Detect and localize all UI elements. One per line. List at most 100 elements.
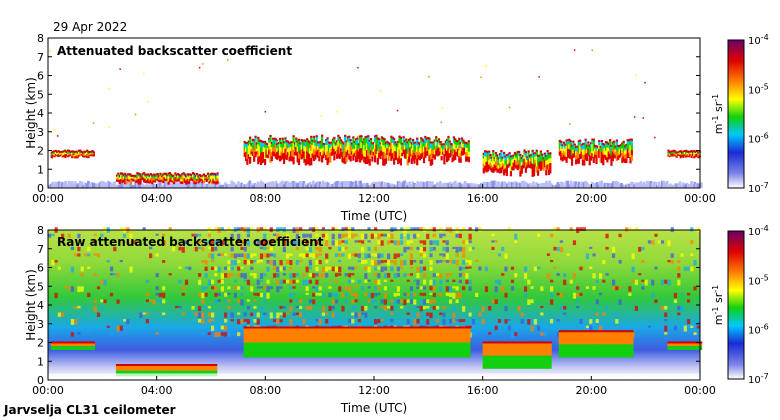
raw-noise-cell — [87, 253, 91, 257]
raw-noise-cell — [400, 266, 404, 269]
cloud-cell — [299, 150, 302, 155]
cloud-cell — [602, 144, 605, 150]
cloud-cell — [54, 154, 57, 156]
cloud-cell — [493, 167, 496, 172]
raw-cloud-top — [619, 330, 623, 333]
raw-cloud-top — [621, 330, 624, 333]
cloud-cell — [505, 165, 508, 171]
cloud-top-cell — [259, 139, 263, 142]
x-tick-label: 00:00 — [684, 384, 716, 397]
cloud-top-cell — [421, 138, 424, 141]
cloud-cell — [209, 175, 212, 178]
noise-dot — [480, 76, 482, 78]
cloud-cell — [285, 141, 288, 147]
cloud-cell — [365, 143, 369, 151]
raw-noise-cell — [230, 319, 234, 322]
raw-cloud-top — [190, 364, 193, 366]
raw-cloud-cell — [323, 342, 326, 358]
raw-cloud-top — [466, 326, 469, 329]
cloud-cell — [407, 151, 411, 158]
cloud-cell — [402, 141, 405, 146]
raw-noise-cell — [550, 299, 554, 305]
raw-noise-cell — [471, 319, 475, 325]
cloud-top-cell — [524, 151, 527, 154]
cloud-cell — [292, 136, 295, 144]
raw-noise-cell — [445, 253, 449, 260]
raw-noise-cell — [155, 332, 159, 335]
cloud-cell — [258, 156, 261, 162]
cloud-cell — [628, 149, 631, 154]
cloud-cell — [467, 141, 470, 147]
raw-cloud-cell — [581, 331, 585, 345]
cloud-cell — [484, 165, 487, 171]
raw-noise-cell — [162, 233, 166, 236]
raw-cloud-cell — [125, 365, 128, 371]
cloud-cell — [617, 152, 620, 157]
noise-dot — [569, 123, 571, 125]
cloud-top-cell — [503, 151, 506, 154]
raw-noise-cell — [321, 305, 326, 312]
raw-cloud-top — [148, 364, 151, 366]
raw-noise-cell — [462, 260, 466, 265]
raw-surface-cell — [700, 373, 703, 380]
raw-noise-cell — [426, 319, 430, 325]
cloud-cell — [168, 177, 172, 180]
cloud-cell — [291, 151, 294, 157]
raw-surface-cell — [417, 373, 420, 380]
noise-dot — [634, 74, 637, 76]
raw-cloud-cell — [697, 342, 701, 347]
raw-noise-cell — [100, 233, 104, 238]
cloud-top-cell — [213, 172, 216, 175]
cloud-top-cell — [532, 152, 536, 155]
cloud-cell — [91, 153, 94, 156]
cloud-cell — [202, 176, 206, 179]
raw-cloud-top — [71, 341, 75, 344]
bl-cell — [207, 182, 211, 188]
raw-cloud-cell — [560, 331, 564, 345]
cloud-top-cell — [547, 152, 551, 155]
cloud-top-cell — [182, 172, 185, 175]
cloud-top-cell — [253, 139, 256, 142]
cloud-cell — [572, 153, 575, 158]
raw-cloud-top — [123, 364, 127, 366]
cloud-cell — [482, 153, 485, 159]
cloud-cell — [509, 166, 513, 172]
raw-noise-cell — [364, 273, 368, 279]
cloud-cell — [143, 173, 146, 176]
raw-cloud-top — [281, 326, 285, 329]
cloud-cell — [278, 155, 282, 162]
cloud-cell — [443, 154, 446, 160]
cloud-cell — [391, 153, 394, 159]
cloud-cell — [687, 155, 690, 158]
cloud-cell — [308, 142, 311, 149]
raw-noise-cell — [458, 266, 462, 271]
bl-cell — [114, 184, 118, 188]
raw-cloud-cell — [697, 346, 701, 350]
raw-cloud-cell — [190, 365, 193, 371]
raw-noise-cell — [328, 286, 332, 289]
raw-noise-cell — [686, 319, 691, 325]
cloud-cell — [84, 155, 87, 158]
raw-noise-cell — [416, 246, 420, 250]
cloud-cell — [379, 143, 382, 148]
cloud-cell — [143, 175, 146, 178]
raw-noise-cell — [315, 233, 319, 238]
bl-cell — [240, 182, 244, 188]
raw-noise-cell — [308, 246, 312, 253]
raw-noise-cell — [380, 253, 384, 258]
raw-noise-cell — [403, 233, 407, 236]
raw-noise-cell — [664, 305, 668, 310]
bl-cell — [414, 184, 418, 188]
cloud-top-cell — [329, 142, 332, 145]
raw-cloud-cell — [317, 327, 321, 343]
cloud-cell — [596, 151, 599, 154]
cloud-cell — [577, 141, 580, 148]
raw-cloud-cell — [511, 355, 514, 369]
cloud-cell — [363, 144, 366, 152]
raw-noise-cell — [233, 292, 238, 298]
raw-surface-cell — [541, 373, 544, 380]
raw-surface-cell — [293, 373, 296, 380]
raw-surface-cell — [636, 373, 640, 380]
cloud-cell — [200, 177, 203, 179]
raw-noise-cell — [227, 332, 231, 337]
